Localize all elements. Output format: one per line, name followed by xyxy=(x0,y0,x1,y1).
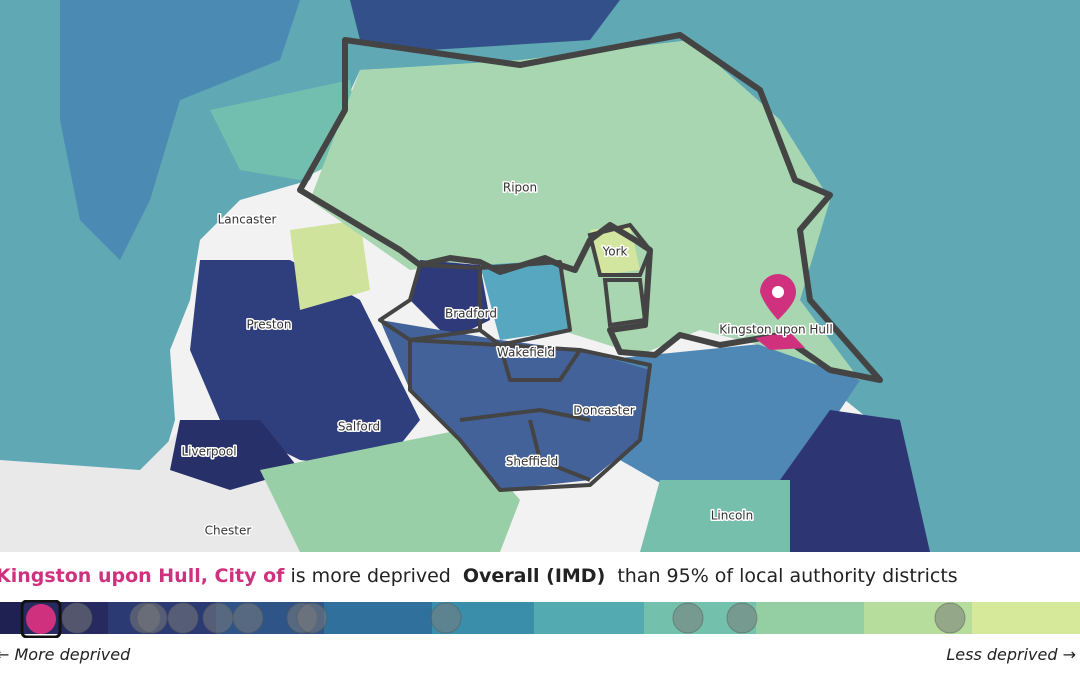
region xyxy=(380,320,650,490)
highlighted-area xyxy=(755,332,805,350)
selected-marker xyxy=(20,600,62,638)
district-outline xyxy=(587,222,653,328)
region xyxy=(310,40,860,380)
place-label: Lincoln xyxy=(711,509,754,523)
place-labels: Ripon Lancaster York Preston Bradford Wakefie… xyxy=(180,179,834,539)
summary: Kingston upon Hull, City of is more depr… xyxy=(0,565,958,587)
place-label: Sheffield xyxy=(506,455,559,469)
district-dots xyxy=(61,602,966,634)
phrase: is more deprived xyxy=(290,565,451,587)
region xyxy=(260,430,520,552)
region xyxy=(290,220,370,310)
region xyxy=(640,480,790,552)
place-label: Bradford xyxy=(445,307,497,321)
place-label: Kingston upon Hull xyxy=(719,323,832,337)
place-label: York xyxy=(602,245,628,259)
selected-dot xyxy=(26,604,56,634)
district-outline xyxy=(378,260,652,492)
region-outline xyxy=(297,32,883,383)
region xyxy=(410,260,490,340)
less-deprived-label: Less deprived → xyxy=(946,645,1076,664)
place-label: Salford xyxy=(338,420,380,434)
place-label: Preston xyxy=(247,318,292,332)
region xyxy=(60,0,300,260)
region xyxy=(780,410,930,552)
measure: Overall (IMD) xyxy=(462,565,606,587)
region xyxy=(480,260,570,340)
location-pin xyxy=(760,274,796,320)
place-label: Liverpool xyxy=(181,445,236,459)
place-label: Ripon xyxy=(503,181,537,195)
place-label: Lancaster xyxy=(218,213,277,227)
place-label: Wakefield xyxy=(497,346,555,360)
place-label: Chester xyxy=(205,524,252,538)
rank-scale xyxy=(0,600,1080,638)
region xyxy=(190,260,420,470)
comparison: than 95% of local authority districts xyxy=(617,565,958,587)
region xyxy=(350,0,620,50)
area-name: Kingston upon Hull, City of xyxy=(0,565,285,587)
place-label: Doncaster xyxy=(573,404,634,418)
map: Ripon Lancaster York Preston Bradford Wakefie… xyxy=(0,0,1080,552)
more-deprived-label: ← More deprived xyxy=(0,645,131,664)
